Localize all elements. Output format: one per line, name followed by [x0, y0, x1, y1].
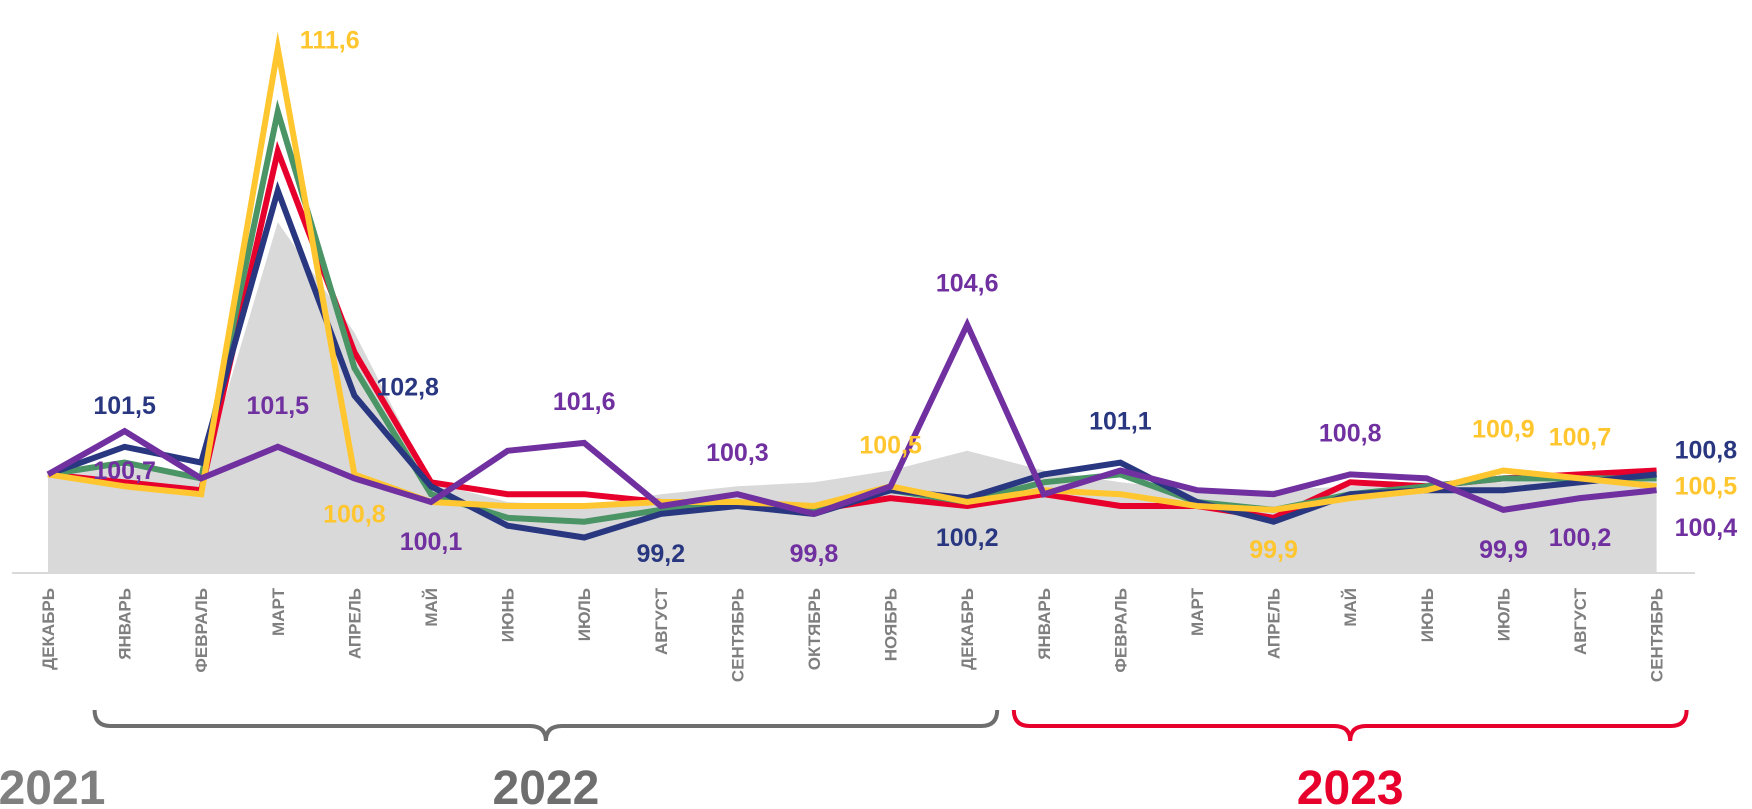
data-label-18: 99,9: [1479, 536, 1528, 564]
data-label-23: 100,4: [1675, 514, 1738, 542]
year-label-2: 2023: [1297, 762, 1404, 809]
data-label-0: 101,5: [93, 392, 156, 420]
data-label-16: 100,8: [1319, 419, 1382, 447]
data-label-22: 100,5: [1675, 472, 1738, 500]
x-tick-labels: ДЕКАБРЬ ЯНВАРЬ ФЕВРАЛЬ МАРТ АПРЕЛЬ МАЙ ИЮНЬ ИЮЛ…: [39, 587, 1667, 682]
year-brace-2: [1011, 709, 1689, 742]
x-tick-label-10: ОКТЯБРЬ: [805, 588, 824, 670]
x-tick-label-13: ЯНВАРЬ: [1035, 588, 1054, 660]
data-label-12: 104,6: [936, 270, 999, 298]
data-label-5: 100,8: [323, 500, 386, 528]
x-tick-label-7: ИЮЛЬ: [575, 588, 594, 641]
data-label-14: 101,1: [1089, 408, 1152, 436]
x-tick-label-4: АПРЕЛЬ: [345, 588, 364, 659]
x-tick-label-20: АВГУСТ: [1571, 587, 1590, 655]
x-tick-label-14: ФЕВРАЛЬ: [1111, 588, 1130, 673]
x-tick-label-1: ЯНВАРЬ: [116, 588, 135, 660]
x-tick-label-8: АВГУСТ: [652, 587, 671, 655]
x-tick-label-6: ИЮНЬ: [499, 588, 518, 642]
x-tick-label-16: АПРЕЛЬ: [1265, 588, 1284, 659]
series-5-line: [46, 317, 1657, 518]
data-label-3: 101,5: [247, 392, 310, 420]
data-label-17: 100,9: [1472, 416, 1535, 444]
year-label-1: 2022: [493, 762, 600, 809]
x-tick-label-21: СЕНТЯБРЬ: [1648, 588, 1667, 682]
data-labels: 101,5 100,7 111,6 101,5 102,8 100,8 100,1 101,6…: [93, 27, 1737, 568]
x-tick-label-5: МАЙ: [422, 588, 441, 627]
data-label-15: 99,9: [1249, 536, 1298, 564]
data-label-8: 99,2: [636, 540, 685, 568]
x-tick-label-17: МАЙ: [1341, 588, 1360, 627]
x-tick-label-0: ДЕКАБРЬ: [39, 588, 58, 670]
data-label-9: 100,3: [706, 439, 769, 467]
data-label-6: 100,1: [400, 528, 463, 556]
data-label-10: 99,8: [790, 540, 839, 568]
year-groups: 2021 2022 2023: [0, 709, 1689, 809]
data-label-1: 100,7: [93, 457, 156, 485]
x-tick-label-3: МАРТ: [269, 587, 288, 636]
x-tick-label-15: МАРТ: [1188, 587, 1207, 636]
data-label-4: 102,8: [376, 374, 439, 402]
data-label-11: 100,5: [859, 431, 922, 459]
x-tick-label-11: НОЯБРЬ: [882, 588, 901, 661]
x-tick-label-12: ДЕКАБРЬ: [958, 588, 977, 670]
x-tick-label-9: СЕНТЯБРЬ: [728, 588, 747, 682]
data-label-21: 100,8: [1675, 436, 1738, 464]
series-lines: [46, 31, 1657, 541]
series-4-line: [47, 31, 1657, 513]
data-label-7: 101,6: [553, 388, 616, 416]
data-label-2: 111,6: [300, 27, 360, 55]
data-label-19: 100,7: [1549, 423, 1612, 451]
data-label-20: 100,2: [1549, 524, 1612, 552]
x-tick-label-2: ФЕВРАЛЬ: [192, 588, 211, 673]
x-tick-label-19: ИЮЛЬ: [1494, 588, 1513, 641]
x-tick-label-18: ИЮНЬ: [1418, 588, 1437, 642]
year-label-0: 2021: [0, 762, 105, 809]
year-brace-1: [92, 709, 1000, 742]
data-label-13: 100,2: [936, 524, 999, 552]
